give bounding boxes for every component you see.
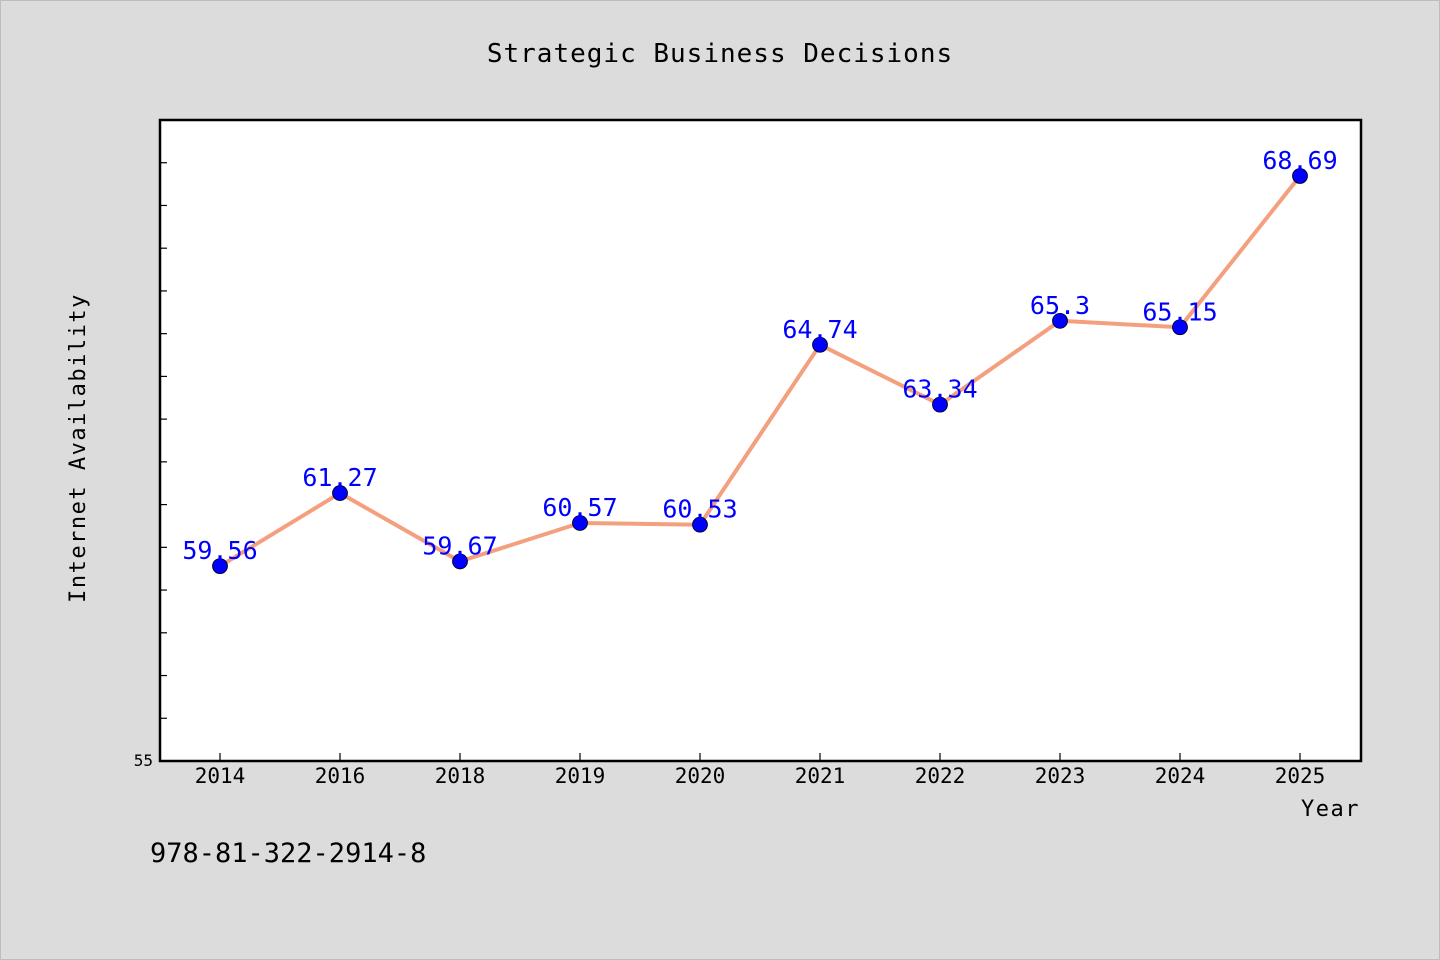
x-tick-label: 2024: [1155, 764, 1206, 788]
y-axis-label: Internet Availability: [66, 293, 91, 603]
y-axis-ticks: [160, 162, 167, 719]
data-label: 63.34: [902, 375, 977, 404]
y-tick-label: 55: [134, 751, 153, 770]
chart-title: Strategic Business Decisions: [487, 39, 953, 69]
data-label: 59.56: [182, 536, 257, 565]
data-point: [812, 336, 828, 353]
x-tick-label: 2022: [915, 764, 966, 788]
x-tick-label: 2016: [315, 764, 366, 788]
data-point: [1052, 312, 1068, 329]
x-tick-label: 2023: [1035, 764, 1086, 788]
x-axis-label: Year: [1301, 797, 1360, 822]
data-label: 59.67: [422, 531, 497, 560]
data-label: 68.69: [1262, 146, 1337, 175]
data-point: [932, 396, 948, 413]
footer-code: 978-81-322-2914-8: [150, 838, 426, 869]
data-label: 65.3: [1030, 291, 1090, 320]
x-tick-label: 2020: [675, 764, 726, 788]
x-tick-label: 2025: [1275, 764, 1326, 788]
data-label: 64.74: [782, 315, 857, 344]
x-tick-label: 2019: [555, 764, 606, 788]
data-label: 60.57: [542, 493, 617, 522]
x-tick-label: 2014: [195, 764, 246, 788]
x-tick-label: 2018: [435, 764, 486, 788]
x-axis-ticks: 2014 2016 2018 2019 2020 2021 2022 2023 2024 2025: [195, 753, 1326, 788]
data-label: 61.27: [302, 463, 377, 492]
x-tick-label: 2021: [795, 764, 846, 788]
data-label: 60.53: [662, 495, 737, 524]
plot-area: [158, 118, 1363, 763]
data-point: [1172, 319, 1188, 336]
data-point: [572, 515, 588, 531]
series-line: [218, 174, 1302, 568]
series-markers: [212, 168, 1308, 575]
data-point: [1292, 168, 1308, 184]
data-point: [692, 516, 708, 533]
data-point: [332, 485, 348, 501]
data-point: [212, 558, 228, 575]
data-labels: 59.56 61.27 59.67 60.57 60.53 64.74 63.34 65.3 6…: [182, 146, 1337, 565]
data-point: [452, 553, 468, 570]
data-label: 65.15: [1142, 297, 1217, 326]
